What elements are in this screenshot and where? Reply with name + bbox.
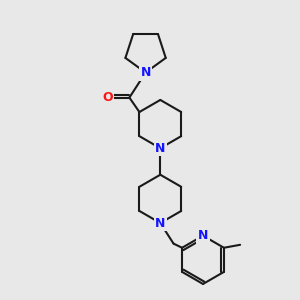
- Text: N: N: [155, 142, 166, 155]
- Text: O: O: [102, 91, 112, 104]
- Text: N: N: [198, 229, 208, 242]
- Text: N: N: [140, 66, 151, 79]
- Text: N: N: [155, 217, 166, 230]
